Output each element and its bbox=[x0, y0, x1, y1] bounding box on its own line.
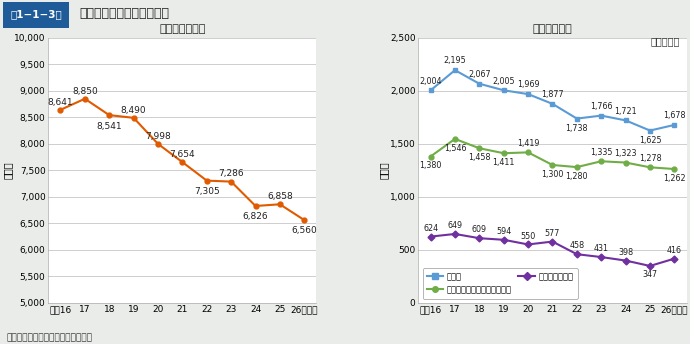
Text: 458: 458 bbox=[569, 241, 584, 250]
Text: 2,004: 2,004 bbox=[420, 77, 442, 86]
Text: 8,641: 8,641 bbox=[48, 98, 73, 107]
Text: 1,280: 1,280 bbox=[566, 172, 588, 181]
Text: 649: 649 bbox=[447, 221, 462, 230]
Text: 1,380: 1,380 bbox=[420, 161, 442, 170]
Text: 1,877: 1,877 bbox=[541, 90, 564, 99]
Text: 416: 416 bbox=[667, 246, 682, 255]
Bar bbox=[3, 2, 69, 28]
Text: 8,490: 8,490 bbox=[121, 106, 146, 115]
Text: 1,323: 1,323 bbox=[614, 149, 637, 158]
Text: 1,335: 1,335 bbox=[590, 148, 613, 157]
Text: 7,654: 7,654 bbox=[170, 150, 195, 159]
Y-axis label: （人）: （人） bbox=[3, 161, 12, 179]
Text: 1,546: 1,546 bbox=[444, 144, 466, 153]
Text: 1,969: 1,969 bbox=[517, 80, 540, 89]
Text: 1,419: 1,419 bbox=[517, 139, 540, 148]
Text: 609: 609 bbox=[472, 225, 487, 235]
Text: （備考）　「火災報告」により作成: （備考） 「火災報告」により作成 bbox=[7, 333, 93, 342]
Text: 6,560: 6,560 bbox=[291, 226, 317, 235]
Text: 1,766: 1,766 bbox=[590, 102, 613, 111]
Text: 1,721: 1,721 bbox=[614, 107, 637, 116]
Text: 1,678: 1,678 bbox=[663, 111, 686, 120]
Text: 2,005: 2,005 bbox=[493, 76, 515, 86]
Text: 第1−1−3図: 第1−1−3図 bbox=[10, 9, 62, 19]
Text: 7,998: 7,998 bbox=[145, 132, 171, 141]
Text: 1,458: 1,458 bbox=[468, 153, 491, 162]
Text: 550: 550 bbox=[520, 232, 535, 241]
Text: 火災による死傷者数の推移: 火災による死傷者数の推移 bbox=[79, 8, 169, 20]
Title: 負傷者数の推移: 負傷者数の推移 bbox=[159, 24, 206, 34]
Text: 8,541: 8,541 bbox=[97, 122, 122, 131]
Text: 2,195: 2,195 bbox=[444, 56, 466, 65]
Text: 1,738: 1,738 bbox=[566, 124, 588, 133]
Y-axis label: （人）: （人） bbox=[378, 161, 388, 179]
Text: 1,625: 1,625 bbox=[639, 136, 661, 145]
Text: 1,411: 1,411 bbox=[493, 158, 515, 167]
Text: 8,850: 8,850 bbox=[72, 87, 98, 96]
Text: 2,067: 2,067 bbox=[468, 70, 491, 79]
Text: 1,262: 1,262 bbox=[663, 174, 686, 183]
Text: 7,286: 7,286 bbox=[218, 170, 244, 179]
Text: 1,278: 1,278 bbox=[639, 153, 661, 163]
Text: 624: 624 bbox=[423, 224, 438, 233]
Legend: 死者数, 放火自殺者等を除いた死者数, 放火自殺者等数: 死者数, 放火自殺者等を除いた死者数, 放火自殺者等数 bbox=[422, 268, 578, 299]
Text: （各年中）: （各年中） bbox=[650, 36, 680, 46]
Text: 7,305: 7,305 bbox=[194, 187, 219, 196]
Text: 6,826: 6,826 bbox=[243, 212, 268, 221]
Title: 死者数の推移: 死者数の推移 bbox=[533, 24, 572, 34]
Text: 1,300: 1,300 bbox=[541, 170, 564, 179]
Text: 347: 347 bbox=[642, 270, 658, 279]
Text: 594: 594 bbox=[496, 227, 511, 236]
Text: 398: 398 bbox=[618, 248, 633, 257]
Text: 577: 577 bbox=[545, 229, 560, 238]
Text: 6,858: 6,858 bbox=[267, 192, 293, 201]
Text: 431: 431 bbox=[593, 244, 609, 253]
